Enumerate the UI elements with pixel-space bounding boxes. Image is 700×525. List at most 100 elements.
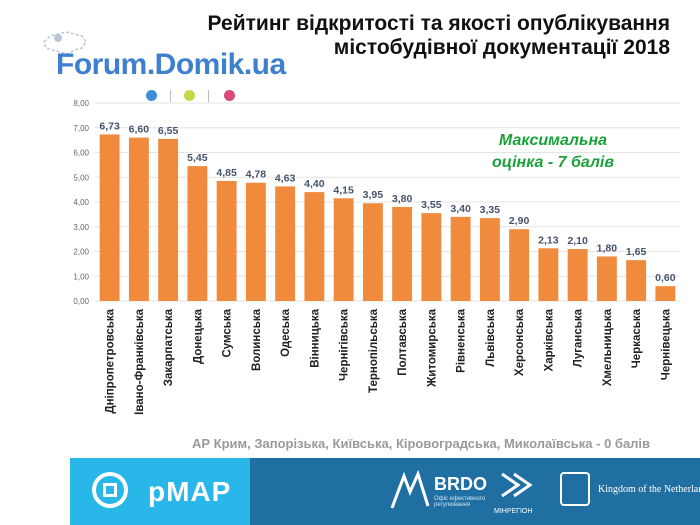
bar (333, 198, 354, 301)
category-label: Хмельницька (602, 308, 614, 386)
brdo-label: BRDO (434, 474, 487, 494)
chart-title: Рейтинг відкритості та якості опублікува… (110, 12, 670, 60)
category-label: Львівська (485, 308, 497, 366)
bar (187, 166, 208, 301)
category-label: Івано-Франківська (134, 308, 146, 414)
brdo-subtitle: Офіс ефективного регулювання (434, 496, 486, 508)
y-tick-label: 1,00 (73, 272, 89, 281)
y-tick-label: 0,00 (73, 297, 89, 306)
value-labels: 6,73 6,60 6,55 5,45 4,85 4,78 4,63 4,40 4,15 3,95… (99, 120, 675, 284)
pmap-logo-icon (92, 472, 128, 508)
bar (479, 218, 500, 301)
category-label: Дніпропетровська (105, 308, 117, 413)
value-label: 3,35 (480, 204, 501, 216)
category-label: Одеська (280, 308, 292, 356)
footnote: АР Крим, Запорізька, Київська, Кіровогра… (192, 436, 651, 451)
value-label: 4,40 (304, 178, 325, 190)
minregion-logo-icon (501, 472, 533, 498)
y-axis-ticks: 0,00 1,00 2,00 3,00 4,00 5,00 6,00 7,00 8,00 (73, 99, 89, 306)
y-tick-label: 5,00 (73, 173, 89, 182)
bar (450, 216, 471, 301)
category-label: Вінницька (309, 308, 321, 367)
bar (421, 213, 442, 301)
sponsors-panel: BRDO Офіс ефективного регулювання МІНРЕГ… (250, 458, 700, 525)
category-label: Сумська (222, 308, 234, 357)
pmap-logo-square (103, 483, 117, 497)
bar (99, 134, 120, 301)
y-tick-label: 6,00 (73, 149, 89, 158)
pmap-panel: pMAP (70, 458, 250, 525)
category-label: Волинська (251, 308, 263, 371)
value-label: 1,65 (626, 246, 647, 258)
category-labels: Дніпропетровська Івано-Франківська Закарпа… (105, 308, 673, 414)
category-label: Закарпатська (163, 308, 175, 386)
pink-dot (224, 90, 235, 101)
bar (158, 138, 179, 301)
category-label: Тернопільська (368, 308, 380, 393)
category-label: Чернігівська (339, 308, 351, 381)
value-label: 6,73 (99, 120, 120, 132)
category-label: Херсонська (514, 308, 526, 376)
footer-banner: pMAP BRDO Офіс ефективного регулювання М… (70, 458, 700, 525)
bar (216, 180, 237, 301)
value-label: 5,45 (187, 152, 208, 164)
bar (626, 260, 647, 301)
bars (99, 134, 676, 301)
note-line-1: Максимальна (498, 132, 608, 149)
value-label: 0,60 (655, 272, 676, 284)
bar (275, 186, 296, 301)
max-score-note: Максимальна оцінка - 7 балів (458, 130, 648, 174)
value-label: 6,55 (158, 125, 179, 137)
bar (362, 203, 383, 301)
pmap-label: pMAP (148, 476, 232, 507)
green-dot (184, 90, 195, 101)
separator (170, 90, 171, 102)
bar-chart: 0,00 1,00 2,00 3,00 4,00 5,00 6,00 7,00 8,00 6,7… (73, 99, 680, 415)
category-label: Рівненська (456, 308, 468, 372)
value-label: 4,78 (246, 169, 267, 181)
value-label: 3,80 (392, 193, 413, 205)
minregion-label: МІНРЕГІОН (494, 508, 533, 515)
separator (208, 90, 209, 102)
value-label: 4,63 (275, 172, 296, 184)
value-label: 3,55 (421, 199, 442, 211)
bar (509, 229, 530, 301)
category-label: Харківська (543, 308, 555, 371)
brdo-logo-icon (390, 470, 430, 509)
y-tick-label: 7,00 (73, 124, 89, 133)
bar (567, 249, 588, 301)
value-label: 3,40 (450, 203, 471, 215)
value-label: 2,10 (567, 235, 588, 247)
blue-dot (146, 90, 157, 101)
y-tick-label: 2,00 (73, 248, 89, 257)
ukraine-map-icon (43, 31, 87, 55)
watermark-text: Forum.Domik.ua (56, 48, 286, 81)
category-label: Черкаська (631, 308, 643, 368)
value-label: 3,95 (363, 189, 384, 201)
y-tick-label: 4,00 (73, 198, 89, 207)
category-label: Луганська (573, 308, 585, 367)
category-label: Чернівецька (660, 308, 672, 380)
category-label: Полтавська (397, 308, 409, 375)
bar (655, 286, 676, 301)
y-tick-label: 3,00 (73, 223, 89, 232)
y-tick-label: 8,00 (73, 99, 89, 108)
bar (538, 248, 559, 301)
value-label: 4,85 (216, 167, 237, 179)
bar (596, 256, 617, 301)
value-label: 1,80 (597, 242, 618, 254)
netherlands-crest-icon (560, 472, 590, 506)
note-line-2: оцінка - 7 балів (491, 154, 615, 171)
value-label: 2,90 (509, 215, 530, 227)
value-label: 2,13 (538, 234, 559, 246)
title-line-1: Рейтинг відкритості та якості опублікува… (207, 12, 670, 35)
bar (128, 137, 149, 301)
bar (245, 182, 266, 301)
bar (304, 192, 325, 301)
category-label: Донецька (192, 308, 204, 364)
value-label: 4,15 (333, 184, 354, 196)
title-line-2: містобудівної документації 2018 (333, 36, 670, 59)
value-label: 6,60 (129, 124, 150, 136)
forum-logo: Forum.Domik.ua (38, 28, 328, 123)
netherlands-label: Kingdom of the Netherlands (598, 484, 700, 495)
